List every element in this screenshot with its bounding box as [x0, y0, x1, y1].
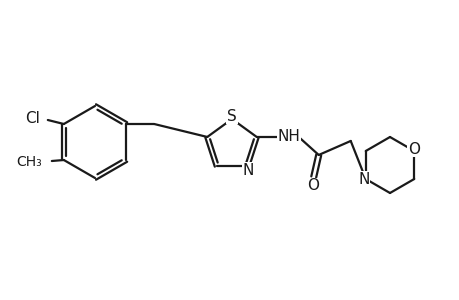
Text: N: N — [242, 163, 253, 178]
Text: O: O — [407, 142, 420, 157]
Text: O: O — [306, 178, 318, 194]
Text: N: N — [357, 172, 369, 187]
Text: S: S — [227, 109, 236, 124]
Text: Cl: Cl — [25, 110, 40, 125]
Text: CH₃: CH₃ — [16, 155, 42, 169]
Text: NH: NH — [277, 130, 300, 145]
